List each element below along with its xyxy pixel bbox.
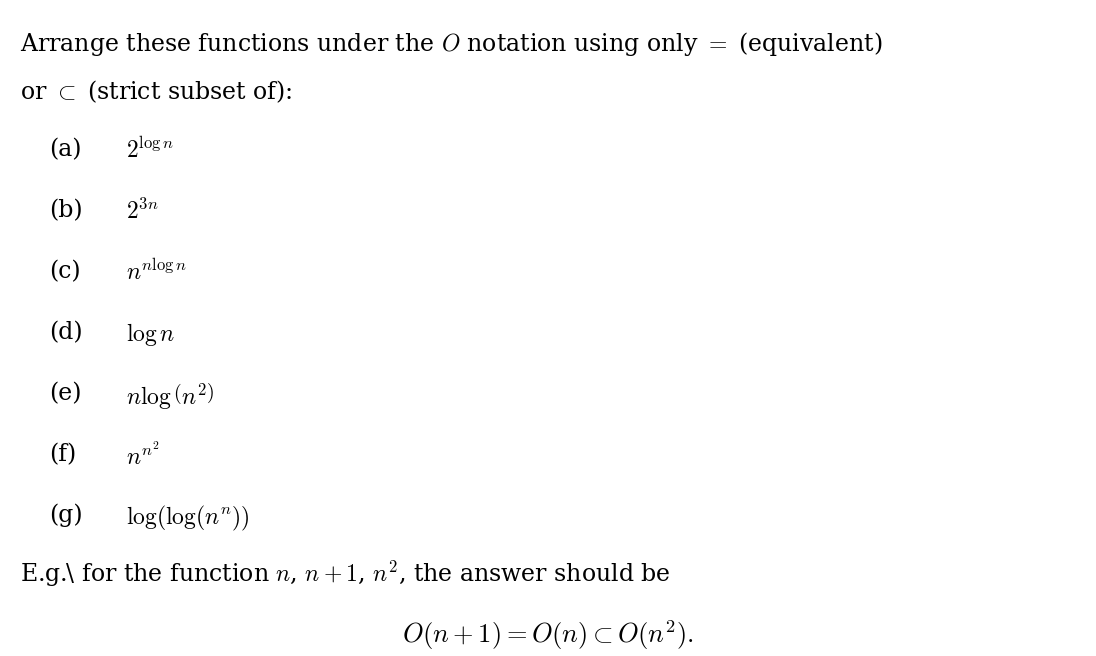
- Text: (b): (b): [49, 199, 83, 222]
- Text: $n^{n^2}$: $n^{n^2}$: [126, 443, 160, 470]
- Text: (a): (a): [49, 138, 82, 161]
- Text: (d): (d): [49, 321, 83, 344]
- Text: (e): (e): [49, 382, 82, 405]
- Text: $O(n+1) = O(n) \subset O(n^2).$: $O(n+1) = O(n) \subset O(n^2).$: [402, 618, 694, 651]
- Text: $\log(\log(n^n))$: $\log(\log(n^n))$: [126, 504, 250, 533]
- Text: E.g.\ for the function $n$, $n+1$, $n^2$, the answer should be: E.g.\ for the function $n$, $n+1$, $n^2$…: [20, 559, 671, 589]
- Text: (g): (g): [49, 504, 83, 527]
- Text: $\log n$: $\log n$: [126, 321, 175, 348]
- Text: Arrange these functions under the $O$ notation using only $=$ (equivalent): Arrange these functions under the $O$ no…: [20, 30, 882, 58]
- Text: $n^{n \log n}$: $n^{n \log n}$: [126, 260, 186, 285]
- Text: $2^{3n}$: $2^{3n}$: [126, 199, 159, 224]
- Text: or $\subset$ (strict subset of):: or $\subset$ (strict subset of):: [20, 79, 293, 106]
- Text: (c): (c): [49, 260, 81, 283]
- Text: $2^{\log n}$: $2^{\log n}$: [126, 138, 174, 163]
- Text: (f): (f): [49, 443, 77, 466]
- Text: $n \log \left(n^2\right)$: $n \log \left(n^2\right)$: [126, 382, 215, 412]
